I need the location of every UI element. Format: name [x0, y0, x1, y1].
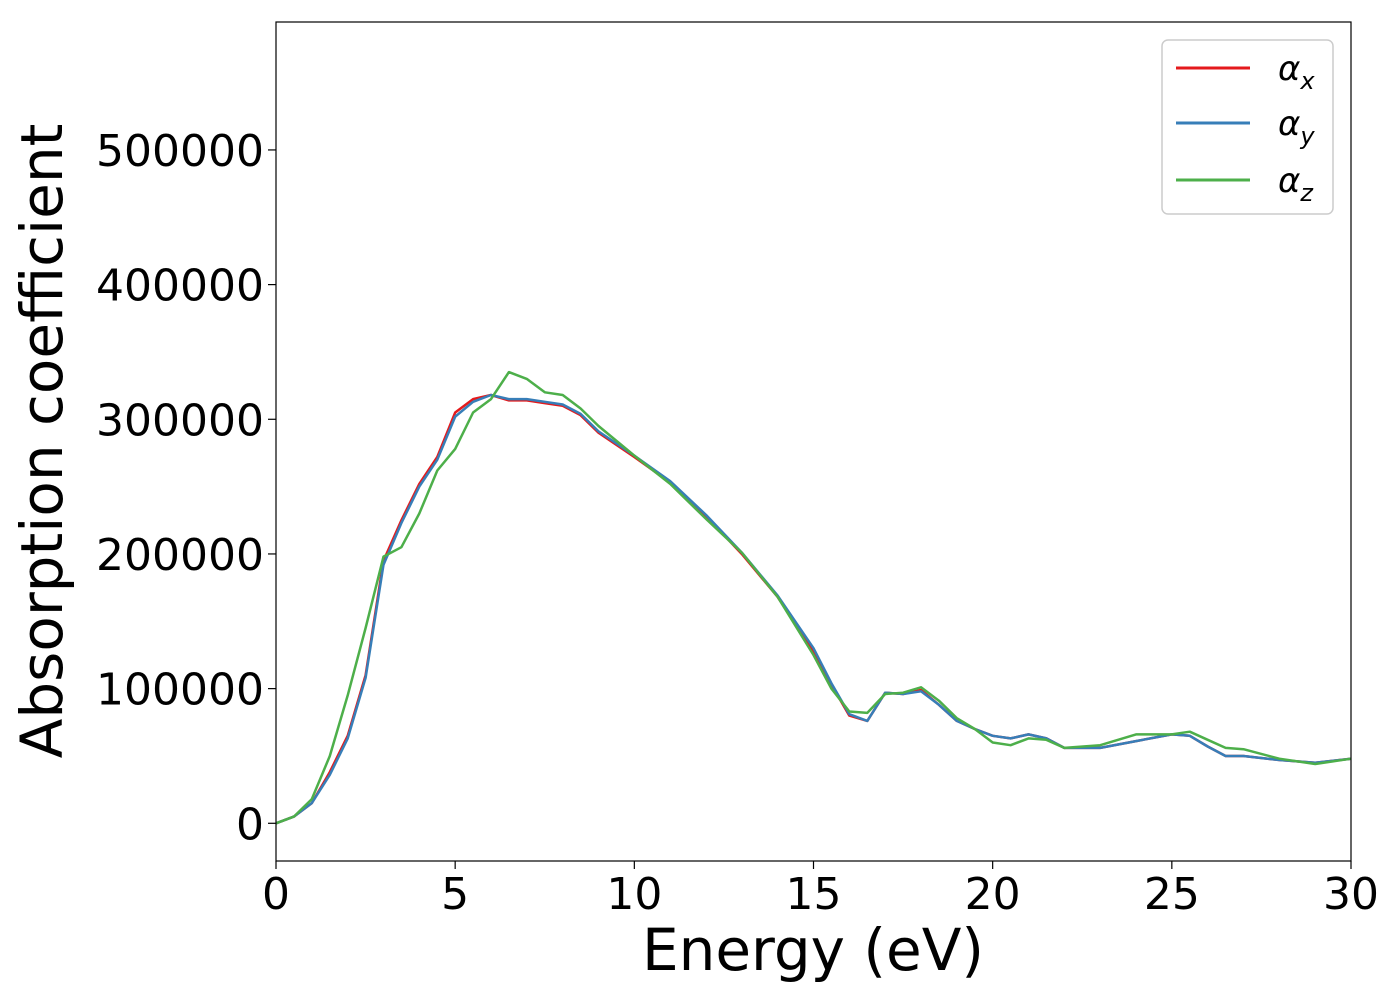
y-tick-label: 400000 [96, 261, 264, 312]
y-tick-label: 200000 [96, 530, 264, 581]
x-tick-label: 15 [786, 869, 842, 920]
y-tick-label: 0 [236, 799, 264, 850]
y-tick-label: 100000 [96, 665, 264, 716]
x-tick-label: 0 [262, 869, 290, 920]
x-tick-label: 30 [1323, 869, 1379, 920]
y-axis-ticks: 0 100000 200000 300000 400000 500000 [96, 126, 276, 850]
legend-label-alpha-z: αz [1278, 161, 1314, 207]
y-axis-title: Absorption coefficient [8, 124, 76, 759]
legend: αx αy αz [1161, 39, 1334, 215]
legend-label-alpha-y: αy [1278, 104, 1315, 150]
legend-box [1161, 39, 1334, 215]
y-tick-label: 300000 [96, 395, 264, 446]
legend-label-alpha-x: αx [1278, 49, 1315, 95]
series-line-alpha-z [275, 370, 1352, 825]
x-tick-label: 5 [441, 869, 469, 920]
x-axis-ticks: 0 5 10 15 20 25 30 [262, 861, 1379, 920]
series-layer [275, 370, 1352, 825]
x-tick-label: 25 [1144, 869, 1200, 920]
x-tick-label: 20 [965, 869, 1021, 920]
y-tick-label: 500000 [96, 126, 264, 177]
series-line-alpha-y [275, 393, 1352, 825]
x-tick-label: 10 [606, 869, 662, 920]
x-axis-title: Energy (eV) [642, 916, 984, 984]
